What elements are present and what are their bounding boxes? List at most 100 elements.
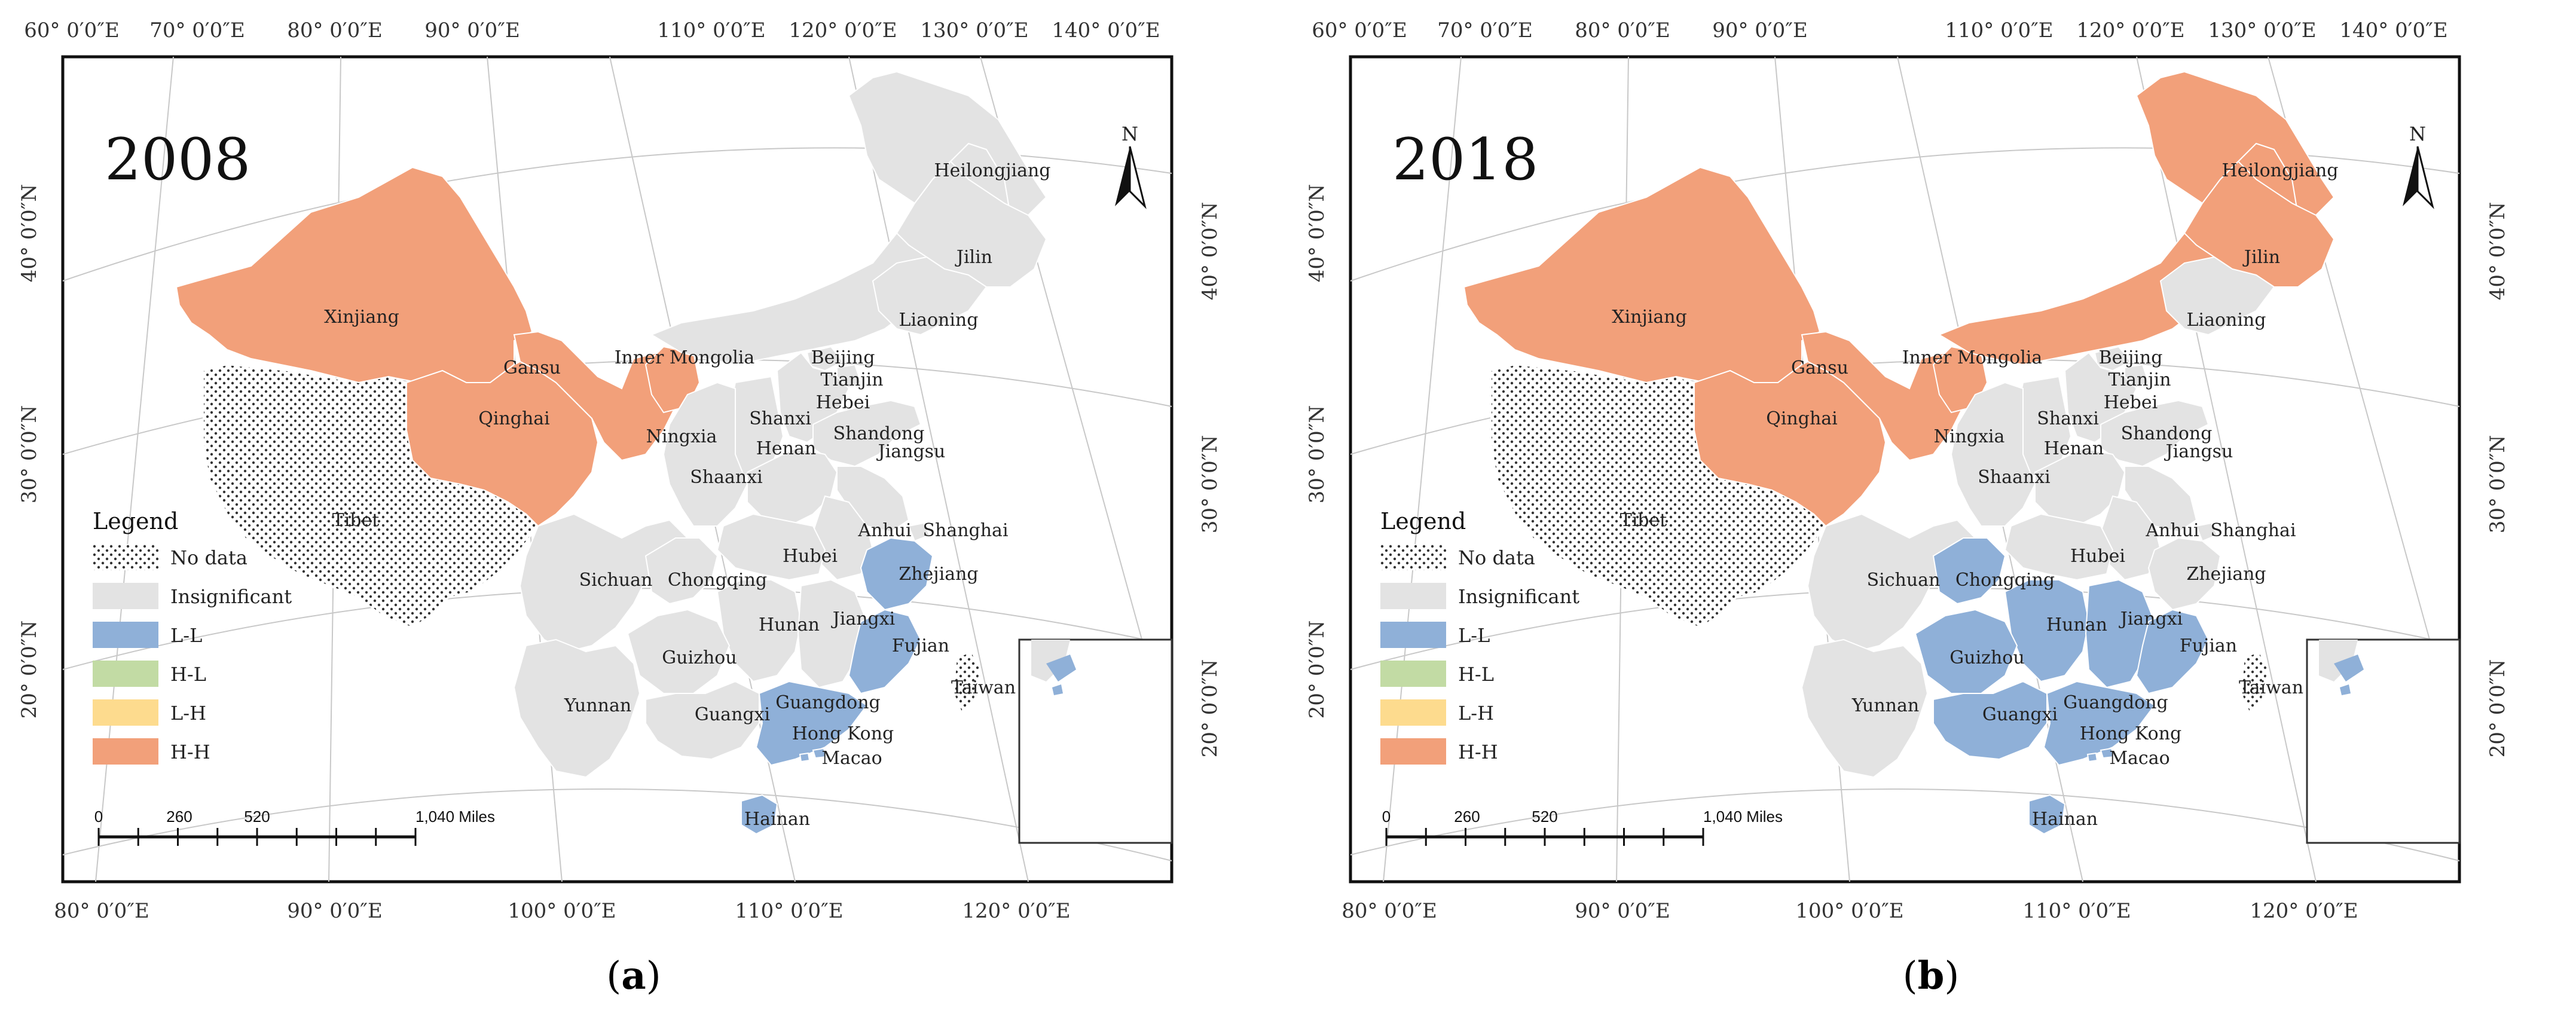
province-taiwan bbox=[952, 650, 982, 716]
legend-label-l-h: L-H bbox=[1458, 702, 1494, 725]
label-tianjin: Tianjin bbox=[2108, 369, 2171, 390]
province-labels: Xinjiang Gansu Qinghai Ningxia Tibet Inner Mo… bbox=[1612, 160, 2338, 830]
label-tibet: Tibet bbox=[332, 510, 380, 531]
legend-swatch-h-l bbox=[93, 661, 158, 687]
label-chongqing: Chongqing bbox=[1955, 570, 2055, 591]
inset-map bbox=[2306, 638, 2461, 844]
label-liaoning: Liaoning bbox=[899, 310, 979, 331]
province-guizhou bbox=[1914, 609, 2018, 694]
right-lat-label: 30° 0′0″N bbox=[2486, 435, 2510, 534]
top-lon-label: 60° 0′0″E bbox=[24, 19, 120, 42]
label-guangdong: Guangdong bbox=[775, 692, 881, 713]
province-guangxi bbox=[1933, 680, 2048, 760]
top-lon-label: 80° 0′0″E bbox=[287, 19, 383, 42]
top-lon-label: 120° 0′0″E bbox=[789, 19, 897, 42]
label-hubei: Hubei bbox=[783, 546, 838, 567]
legend-label-h-h: H-H bbox=[1458, 741, 1498, 763]
label-shanxi: Shanxi bbox=[2037, 408, 2099, 429]
label-guizhou: Guizhou bbox=[662, 647, 737, 668]
label-hunan: Hunan bbox=[2046, 615, 2107, 635]
map-panel-b: Xinjiang Gansu Qinghai Ningxia Tibet Inner Mo… bbox=[1288, 0, 2575, 1021]
label-sichuan: Sichuan bbox=[1867, 570, 1941, 591]
province-jilin bbox=[2183, 160, 2335, 288]
label-taiwan: Taiwan bbox=[951, 677, 1016, 698]
caption-b: (b) bbox=[1902, 953, 1960, 998]
label-guangxi: Guangxi bbox=[1982, 704, 2058, 725]
province-tibet bbox=[1490, 363, 1827, 629]
province-guangdong bbox=[755, 680, 868, 766]
province-labels: Xinjiang Gansu Qinghai Ningxia Tibet Inner Mo… bbox=[324, 160, 1050, 830]
legend-swatch-h-l bbox=[1380, 661, 1446, 687]
scale-tick-3: 1,040 Miles bbox=[1703, 808, 1783, 826]
label-hong-kong: Hong Kong bbox=[2080, 723, 2181, 744]
right-lat-label: 40° 0′0″N bbox=[1198, 202, 1222, 301]
province-hong-kong bbox=[812, 747, 827, 759]
legend-label-insignificant: Insignificant bbox=[170, 585, 292, 608]
provinces bbox=[175, 71, 1047, 835]
bottom-lon-label: 110° 0′0″E bbox=[2022, 899, 2131, 923]
label-hainan: Hainan bbox=[2032, 809, 2098, 830]
right-lat-label: 30° 0′0″N bbox=[1198, 435, 1222, 534]
label-qinghai: Qinghai bbox=[478, 408, 550, 429]
label-tibet: Tibet bbox=[1620, 510, 1667, 531]
label-jiangsu: Jiangsu bbox=[876, 441, 946, 462]
legend-label-no-data: No data bbox=[170, 546, 247, 569]
legend-swatch-insignificant bbox=[1380, 583, 1446, 609]
label-beijing: Beijing bbox=[811, 347, 875, 368]
legend-swatch-l-h bbox=[93, 699, 158, 726]
label-shanghai: Shanghai bbox=[2210, 520, 2296, 541]
province-shanghai bbox=[907, 522, 931, 542]
legend-label-h-h: H-H bbox=[170, 741, 210, 763]
top-lon-label: 130° 0′0″E bbox=[920, 19, 1028, 42]
label-qinghai: Qinghai bbox=[1766, 408, 1838, 429]
bottom-lon-label: 120° 0′0″E bbox=[2250, 899, 2358, 923]
label-anhui: Anhui bbox=[857, 520, 911, 541]
left-lat-label: 30° 0′0″N bbox=[1305, 405, 1329, 504]
label-ningxia: Ningxia bbox=[1934, 426, 2005, 447]
north-label: N bbox=[2409, 123, 2426, 145]
left-lat-label: 40° 0′0″N bbox=[1305, 184, 1329, 283]
bottom-lon-label: 80° 0′0″E bbox=[1342, 899, 1437, 923]
province-yunnan bbox=[513, 638, 641, 778]
top-lon-label: 80° 0′0″E bbox=[1575, 19, 1670, 42]
province-liaoning bbox=[2159, 256, 2275, 336]
province-sichuan bbox=[1807, 513, 1976, 653]
label-hunan: Hunan bbox=[759, 615, 820, 635]
label-hainan: Hainan bbox=[744, 809, 810, 830]
label-jiangsu: Jiangsu bbox=[2164, 441, 2233, 462]
label-yunnan: Yunnan bbox=[1851, 695, 1919, 716]
scale-bar: 0 260 520 1,040 Miles bbox=[1382, 808, 1783, 846]
bottom-lon-label: 90° 0′0″E bbox=[1575, 899, 1670, 923]
scale-tick-3: 1,040 Miles bbox=[415, 808, 495, 826]
top-lon-label: 60° 0′0″E bbox=[1312, 19, 1407, 42]
china-lisa-map: Xinjiang Gansu Qinghai Ningxia Tibet Inner Mo… bbox=[17, 19, 1222, 923]
right-lat-label: 20° 0′0″N bbox=[1198, 659, 1222, 758]
province-jiangsu bbox=[2124, 466, 2198, 533]
scale-tick-1: 260 bbox=[1454, 808, 1480, 826]
top-lon-label: 110° 0′0″E bbox=[1945, 19, 2053, 42]
label-ningxia: Ningxia bbox=[646, 426, 717, 447]
province-hubei bbox=[2004, 513, 2114, 581]
province-liaoning bbox=[872, 256, 988, 336]
map-panel-a: Xinjiang Gansu Qinghai Ningxia Tibet Inner Mo… bbox=[17, 19, 1222, 923]
province-shaanxi bbox=[662, 381, 748, 527]
bottom-lon-label: 90° 0′0″E bbox=[287, 899, 383, 923]
label-chongqing: Chongqing bbox=[668, 570, 767, 591]
label-anhui: Anhui bbox=[2145, 520, 2199, 541]
top-lon-label: 90° 0′0″E bbox=[1712, 19, 1808, 42]
province-chongqing bbox=[644, 537, 719, 605]
label-henan: Henan bbox=[2044, 438, 2104, 459]
label-zhejiang: Zhejiang bbox=[899, 564, 978, 585]
legend-label-no-data: No data bbox=[1458, 546, 1535, 569]
label-gansu: Gansu bbox=[1791, 357, 1848, 378]
label-zhejiang: Zhejiang bbox=[2186, 564, 2266, 585]
top-lon-label: 70° 0′0″E bbox=[1437, 19, 1533, 42]
province-zhejiang bbox=[2147, 537, 2221, 611]
label-jilin: Jilin bbox=[955, 247, 992, 268]
china-lisa-map: Xinjiang Gansu Qinghai Ningxia Tibet Inner Mo… bbox=[1305, 19, 2510, 923]
top-lon-label: 130° 0′0″E bbox=[2208, 19, 2316, 42]
province-hunan bbox=[716, 579, 802, 683]
label-guizhou: Guizhou bbox=[1949, 647, 2024, 668]
legend-label-insignificant: Insignificant bbox=[1458, 585, 1579, 608]
label-henan: Henan bbox=[756, 438, 816, 459]
